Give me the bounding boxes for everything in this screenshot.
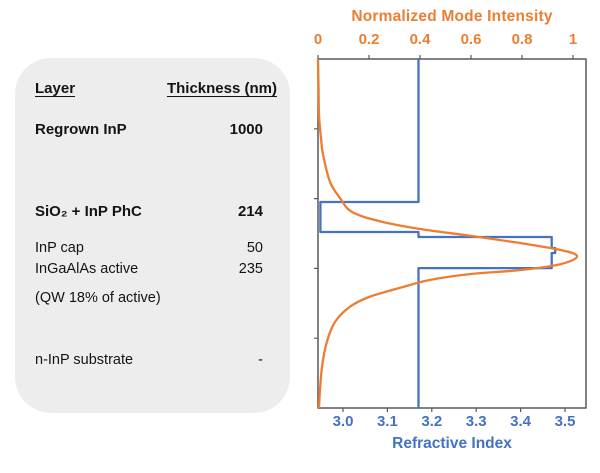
- table-row: n-InP substrate -: [35, 351, 263, 369]
- layer-thickness: 235: [238, 261, 263, 277]
- layer-name: InGaAlAs active: [35, 261, 139, 277]
- top-tick-label: 0.2: [358, 31, 380, 48]
- top-tick-label: 1: [568, 31, 578, 48]
- bottom-tick-label: 3.1: [376, 413, 398, 430]
- top-tick-label: 0.8: [511, 31, 533, 48]
- layer-name: Regrown InP: [35, 121, 127, 138]
- bottom-tick-label: 3.4: [510, 413, 532, 430]
- column-header-layer: Layer: [35, 80, 76, 97]
- table-row: (QW 18% of active): [35, 289, 263, 307]
- top-tick-label: 0: [313, 31, 323, 48]
- layer-thickness: 50: [246, 240, 263, 256]
- bottom-tick-label: 3.0: [332, 413, 354, 430]
- bottom-axis-title: Refractive Index: [392, 435, 512, 452]
- axis-ticks: [314, 55, 574, 412]
- bottom-tick-label: 3.3: [465, 413, 487, 430]
- layer-name: SiO₂ + InP PhC: [35, 203, 142, 220]
- normalized-mode-intensity-line: [316, 58, 579, 409]
- top-tick-label: 0.6: [460, 31, 482, 48]
- table-header-row: Layer Thickness (nm): [35, 80, 277, 98]
- layer-thickness: 214: [237, 203, 263, 220]
- table-row: InP cap 50: [35, 239, 263, 257]
- plot-frame: [317, 58, 587, 409]
- bottom-tick-label: 3.2: [421, 413, 443, 430]
- table-row: SiO₂ + InP PhC 214: [35, 203, 263, 221]
- layer-thickness: 1000: [229, 121, 263, 138]
- column-header-thickness: Thickness (nm): [166, 80, 277, 97]
- top-tick-label: 0.4: [409, 31, 431, 48]
- layer-name: n-InP substrate: [35, 352, 134, 368]
- table-row: Regrown InP 1000: [35, 121, 263, 139]
- top-axis-title: Normalized Mode Intensity: [351, 8, 553, 25]
- qw-note: (QW 18% of active): [35, 290, 161, 306]
- layer-name: InP cap: [35, 240, 84, 256]
- table-row: InGaAlAs active 235: [35, 260, 263, 278]
- layer-thickness: -: [258, 352, 263, 368]
- layer-table-panel: Layer Thickness (nm) Regrown InP 1000 Si…: [15, 58, 290, 413]
- refractive-index-profile-line: [319, 59, 557, 408]
- bottom-tick-label: 3.5: [554, 413, 576, 430]
